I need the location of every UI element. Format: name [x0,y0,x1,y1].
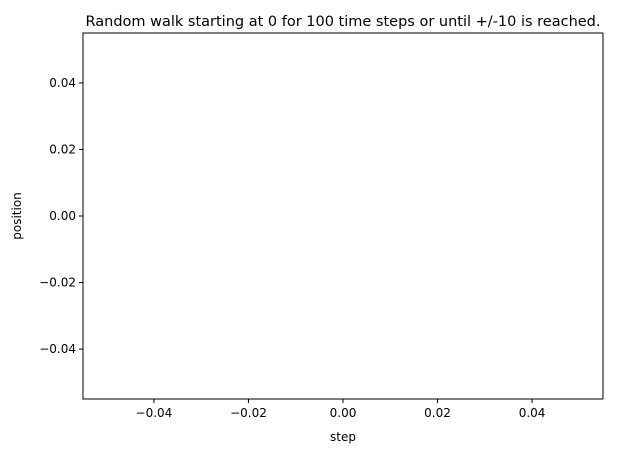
plot-area-frame [82,32,604,400]
x-tick-label: 0.04 [519,406,546,420]
x-tick-label: 0.02 [424,406,451,420]
x-axis-ticks: −0.04 −0.02 0.00 0.02 0.04 [136,399,546,420]
y-tick-label: −0.04 [39,342,76,356]
chart-title: Random walk starting at 0 for 100 time s… [85,14,600,30]
x-axis-label: step [330,430,356,444]
x-tick-label: 0.00 [330,406,357,420]
y-tick-label: 0.02 [49,142,76,156]
y-axis-ticks: −0.04 −0.02 0.00 0.02 0.04 [39,76,83,356]
y-tick-label: 0.04 [49,76,76,90]
x-tick-label: −0.04 [136,406,173,420]
y-axis-label: position [10,192,24,240]
x-tick-label: −0.02 [230,406,267,420]
y-tick-label: −0.02 [39,276,76,290]
y-tick-label: 0.00 [49,209,76,223]
